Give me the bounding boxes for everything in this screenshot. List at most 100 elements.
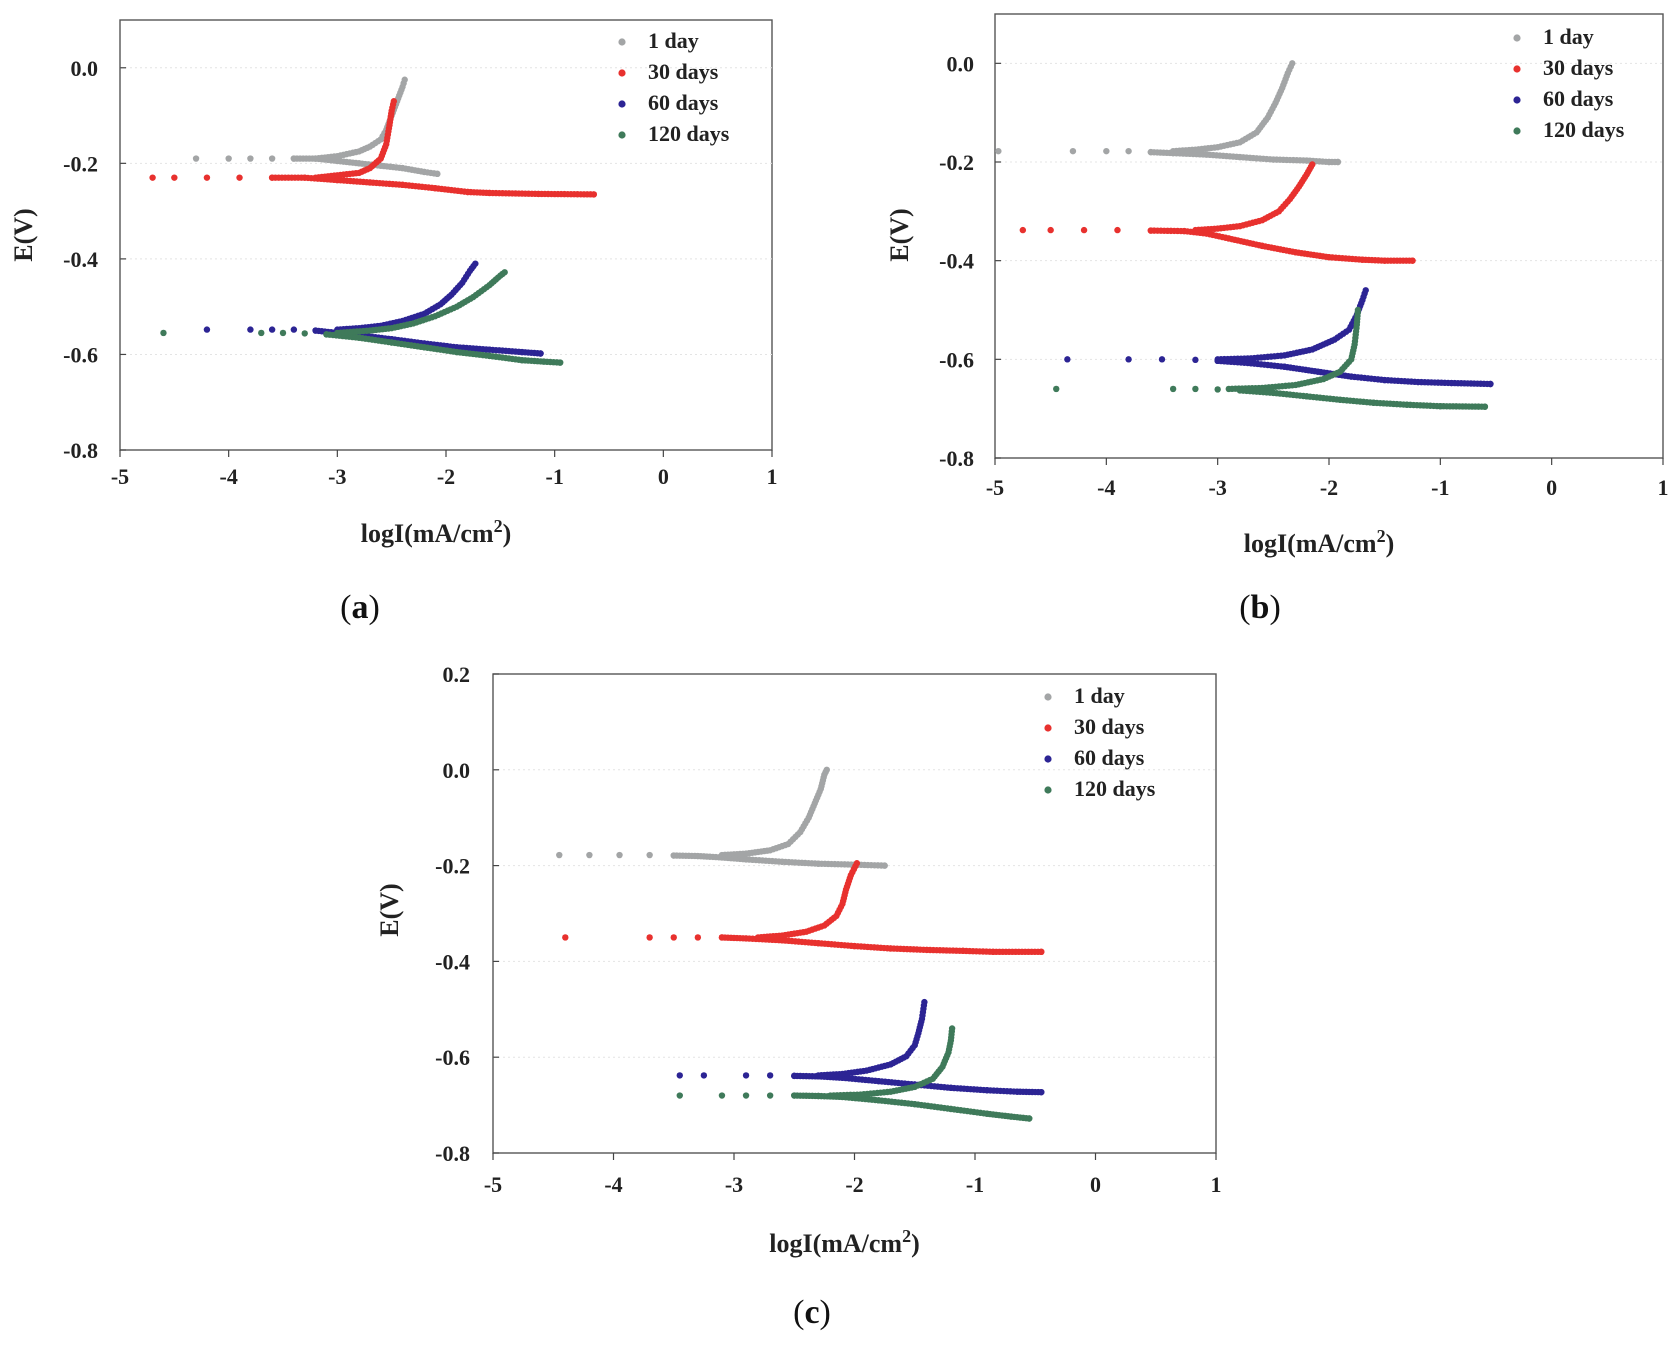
x-tick-label: -5: [484, 1172, 502, 1197]
series-1-day: [995, 60, 1342, 166]
y-tick-label: 0.2: [443, 662, 471, 687]
series-1-day: [556, 766, 888, 869]
caption-open: (: [793, 1294, 804, 1331]
data-point: [556, 359, 564, 366]
y-axis-title: E(V): [9, 208, 38, 261]
y-tick-label: -0.6: [63, 342, 98, 367]
data-point: [472, 260, 479, 267]
data-point: [1114, 226, 1121, 234]
legend-marker: [1513, 127, 1521, 135]
data-point: [1158, 356, 1166, 363]
x-axis-title-superscript: 2: [1377, 526, 1386, 546]
x-axis-title-close: ): [911, 1229, 920, 1258]
data-point: [160, 329, 167, 337]
legend-label: 60 days: [648, 90, 719, 115]
data-point: [301, 330, 308, 337]
caption-open: (: [1239, 589, 1250, 626]
y-axis-title: E(V): [375, 883, 404, 936]
data-point: [279, 329, 287, 337]
legend-label: 1 day: [1074, 683, 1125, 708]
data-point: [537, 350, 544, 357]
legend-label: 120 days: [1543, 117, 1625, 142]
x-axis-title-superscript: 2: [494, 516, 503, 536]
data-point: [823, 766, 830, 773]
legend-marker: [618, 38, 626, 46]
data-point: [1362, 287, 1369, 294]
data-point: [646, 934, 653, 941]
data-point: [1309, 161, 1316, 168]
x-axis-title: logI(mA/cm2): [1244, 526, 1395, 558]
x-axis-title: logI(mA/cm2): [769, 1226, 920, 1258]
data-point: [1125, 356, 1132, 363]
data-point: [236, 174, 243, 181]
legend-marker: [1044, 755, 1052, 763]
data-point: [1019, 226, 1027, 234]
caption-letter: c: [804, 1294, 819, 1331]
legend-marker: [1513, 65, 1521, 73]
caption-close: ): [369, 589, 380, 626]
data-point: [742, 1092, 750, 1099]
data-point: [853, 860, 861, 867]
legend-label: 120 days: [648, 121, 730, 146]
legend-label: 60 days: [1074, 745, 1145, 770]
y-tick-label: -0.4: [939, 249, 974, 274]
x-tick-label: -3: [1209, 475, 1227, 500]
data-point: [1409, 257, 1416, 264]
data-point: [247, 326, 254, 333]
data-point: [766, 1092, 774, 1099]
x-tick-label: -2: [845, 1172, 863, 1197]
data-point: [616, 851, 623, 859]
data-point: [171, 174, 178, 181]
legend-label: 120 days: [1074, 776, 1156, 801]
x-axis-title: logI(mA/cm2): [361, 516, 512, 548]
data-point: [434, 170, 441, 178]
x-tick-label: 0: [658, 464, 669, 489]
y-tick-label: -0.2: [939, 150, 974, 175]
x-tick-label: -1: [1431, 475, 1449, 500]
x-tick-label: -5: [111, 464, 129, 489]
caption-open: (: [340, 589, 351, 626]
data-point: [676, 1092, 683, 1099]
series-30-days: [562, 860, 1045, 956]
y-tick-label: -0.8: [435, 1141, 470, 1166]
data-point: [1038, 1088, 1045, 1096]
x-axis-title-close: ): [1386, 529, 1395, 558]
chart-panel-c: 0.2 0.0 -0.2 -0.4 -0.6 -0.8 -5 -4 -3 -2 -1 0 1 logI(m…: [375, 662, 1222, 1331]
y-tick-label: -0.6: [939, 347, 974, 372]
y-tick-label: -0.8: [63, 438, 98, 463]
data-point: [247, 155, 254, 162]
data-point: [670, 934, 677, 941]
data-point: [742, 1072, 750, 1079]
data-point: [700, 1072, 708, 1079]
caption-letter: a: [352, 589, 369, 626]
data-point: [1334, 158, 1342, 166]
data-point: [694, 934, 702, 941]
y-tick-label: 0.0: [443, 758, 471, 783]
data-point: [1053, 385, 1060, 393]
series-120-days: [1053, 306, 1489, 410]
x-tick-label: 1: [767, 464, 778, 489]
panel-caption: (c): [793, 1294, 831, 1331]
panel-caption: (a): [340, 589, 380, 626]
data-point: [203, 326, 211, 333]
legend-label: 30 days: [1074, 714, 1145, 739]
series-60-days: [1064, 287, 1494, 388]
legend-marker: [1513, 34, 1521, 42]
legend-marker: [618, 100, 626, 108]
panel-caption: (b): [1239, 589, 1281, 626]
data-point: [501, 269, 508, 276]
x-tick-label: -2: [1320, 475, 1338, 500]
data-point: [1214, 386, 1221, 393]
legend-marker: [1044, 724, 1052, 732]
x-tick-label: 0: [1090, 1172, 1101, 1197]
data-point: [390, 98, 398, 105]
data-point: [646, 851, 653, 859]
data-point: [268, 155, 276, 162]
series-30-days: [1019, 161, 1416, 264]
data-point: [590, 191, 597, 198]
data-point: [1026, 1115, 1033, 1122]
series-120-days: [676, 1025, 1033, 1122]
y-tick-label: 0.0: [947, 51, 975, 76]
data-point: [1289, 60, 1296, 67]
